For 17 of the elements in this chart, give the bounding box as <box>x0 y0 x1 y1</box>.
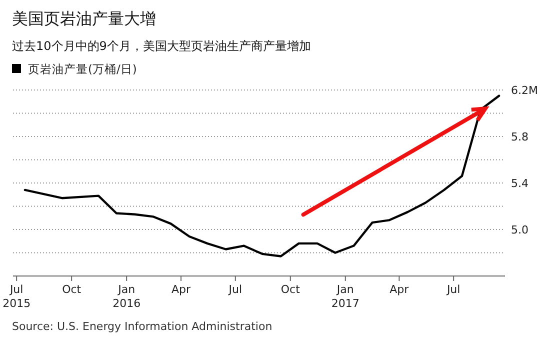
xtick-label: Jan 2016 <box>112 283 141 310</box>
ytick-label: 5.4 <box>511 177 528 190</box>
xtick-label: Oct <box>62 283 82 296</box>
ytick-label: 5.8 <box>511 130 528 144</box>
title: 美国页岩油产量大增 <box>12 9 156 28</box>
xtick-label: Jul <box>446 283 460 296</box>
ytick-label: 6.2M <box>511 84 538 97</box>
legend-label: 页岩油产量(万桶/日) <box>28 62 137 76</box>
xtick-label: Jul <box>228 283 242 296</box>
annotation: Source: U.S. Energy Information Administration <box>12 320 272 333</box>
ytick-label: 5.0 <box>511 224 528 236</box>
xtick-label: Jan 2017 <box>331 283 360 310</box>
subtitle: 过去10个月中的9个月，美国大型页岩油生产商产量增加 <box>12 39 311 53</box>
xtick-label: Oct <box>280 283 300 296</box>
xtick-label: Apr <box>171 283 190 296</box>
xtick-label: Jul 2015 <box>2 283 31 310</box>
xtick-label: Apr <box>390 283 409 296</box>
